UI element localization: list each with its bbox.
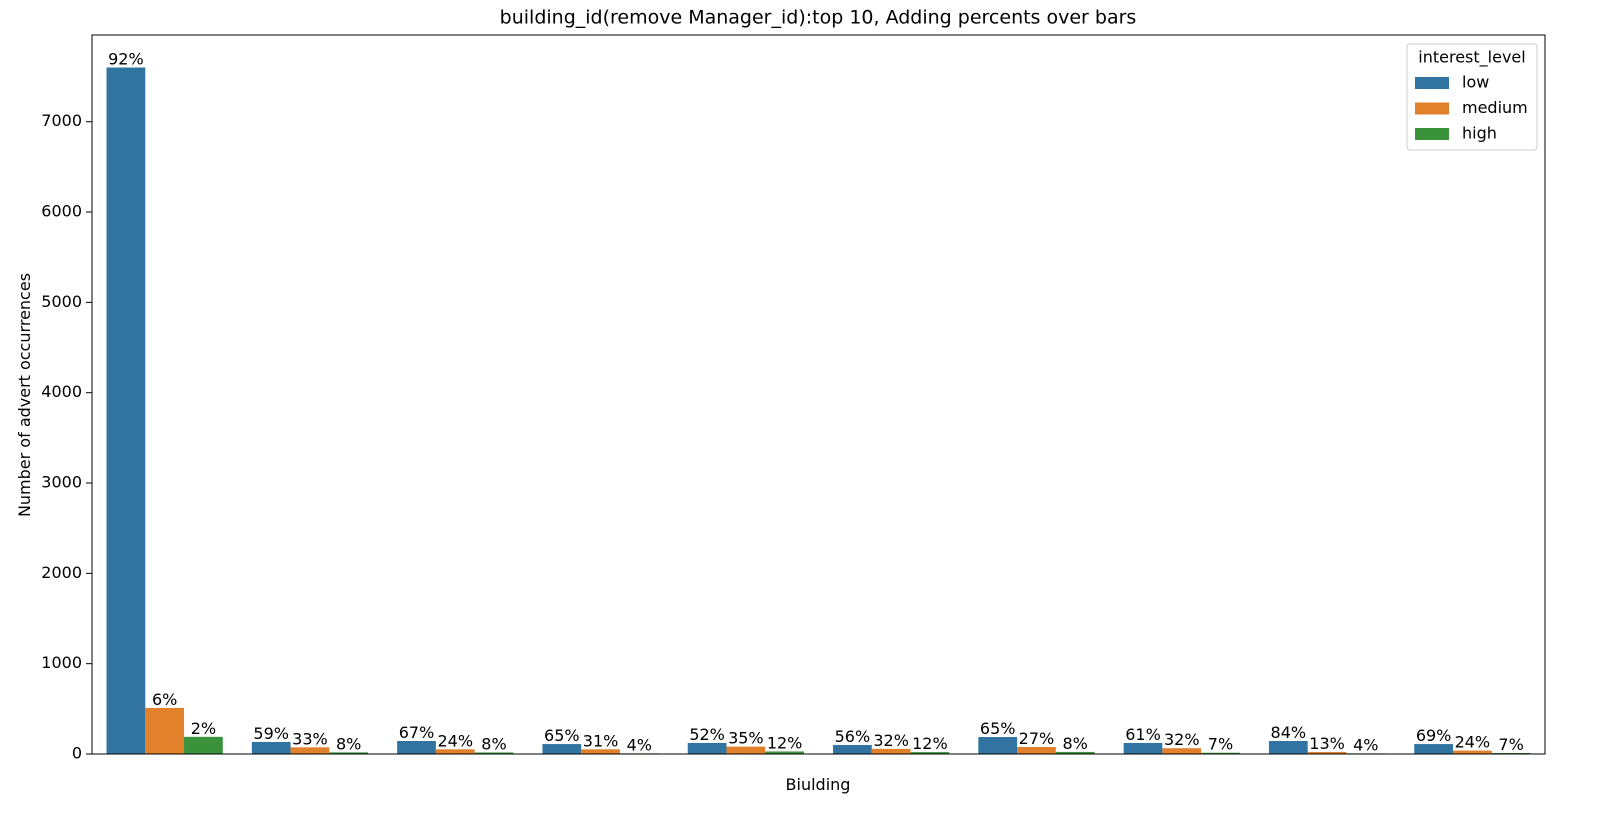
value-label: 24% [437, 731, 473, 750]
y-tick-label: 5000 [41, 292, 82, 311]
value-label: 59% [253, 724, 289, 743]
value-label: 7% [1208, 735, 1233, 754]
value-label: 4% [627, 735, 652, 754]
value-label: 12% [912, 734, 948, 753]
value-label: 7% [1498, 735, 1523, 754]
y-axis-label: Number of advert occurrences [15, 273, 34, 517]
legend-swatch [1415, 77, 1449, 89]
bar [581, 749, 620, 754]
value-label: 67% [399, 723, 435, 742]
value-label: 92% [108, 50, 144, 69]
y-tick-label: 4000 [41, 382, 82, 401]
value-label: 32% [873, 731, 909, 750]
value-label: 2% [191, 719, 216, 738]
legend-label: high [1462, 124, 1497, 143]
value-label: 52% [689, 725, 725, 744]
bar [1055, 751, 1095, 754]
bar [687, 742, 727, 754]
value-label: 84% [1271, 723, 1307, 742]
legend-label: medium [1462, 98, 1528, 117]
bar [1414, 744, 1453, 754]
y-tick-label: 6000 [41, 202, 82, 221]
value-label: 33% [292, 729, 328, 748]
value-label: 32% [1164, 730, 1200, 749]
bar [290, 747, 330, 754]
bar [726, 746, 766, 754]
bar [1201, 752, 1240, 754]
chart-title: building_id(remove Manager_id):top 10, A… [500, 7, 1137, 29]
legend-label: low [1462, 73, 1489, 92]
value-label: 13% [1309, 734, 1345, 753]
y-tick-label: 2000 [41, 563, 82, 582]
bar [542, 744, 582, 754]
value-label: 6% [152, 690, 177, 709]
value-label: 61% [1125, 725, 1161, 744]
y-tick-label: 3000 [41, 473, 82, 492]
value-label: 8% [336, 734, 361, 753]
bar [106, 67, 146, 755]
bar [1452, 750, 1492, 754]
legend-box [1406, 43, 1538, 151]
bar [474, 752, 514, 754]
y-tick-label: 1000 [41, 653, 82, 672]
bar [145, 707, 185, 754]
bar [1307, 752, 1347, 754]
value-label: 8% [481, 734, 506, 753]
bar [1162, 748, 1202, 754]
bar [251, 741, 291, 754]
value-label: 56% [835, 727, 871, 746]
bar [435, 749, 475, 754]
bar [1017, 746, 1056, 754]
bar [765, 751, 804, 754]
bar [1268, 740, 1308, 754]
plot-frame [91, 34, 1546, 755]
value-label: 24% [1455, 733, 1491, 752]
value-label: 4% [1353, 735, 1378, 754]
y-tick-label: 0 [72, 744, 82, 763]
y-tick-label: 7000 [41, 111, 82, 130]
bar [329, 752, 369, 754]
legend-title: interest_level [1418, 48, 1525, 68]
bar [910, 752, 950, 754]
bar [978, 737, 1018, 754]
value-label: 35% [728, 729, 764, 748]
x-axis-label: Biulding [786, 775, 851, 794]
bar [871, 748, 911, 754]
bar [184, 736, 223, 754]
value-label: 12% [767, 733, 803, 752]
bar [833, 744, 872, 754]
value-label: 65% [544, 726, 580, 745]
legend-swatch [1415, 128, 1449, 140]
value-label: 31% [583, 731, 619, 750]
value-label: 69% [1416, 726, 1452, 745]
value-label: 8% [1063, 734, 1088, 753]
bar [397, 740, 436, 754]
bar [1123, 742, 1163, 754]
value-label: 65% [980, 719, 1016, 738]
value-label: 27% [1019, 729, 1055, 748]
legend-swatch [1415, 102, 1449, 115]
